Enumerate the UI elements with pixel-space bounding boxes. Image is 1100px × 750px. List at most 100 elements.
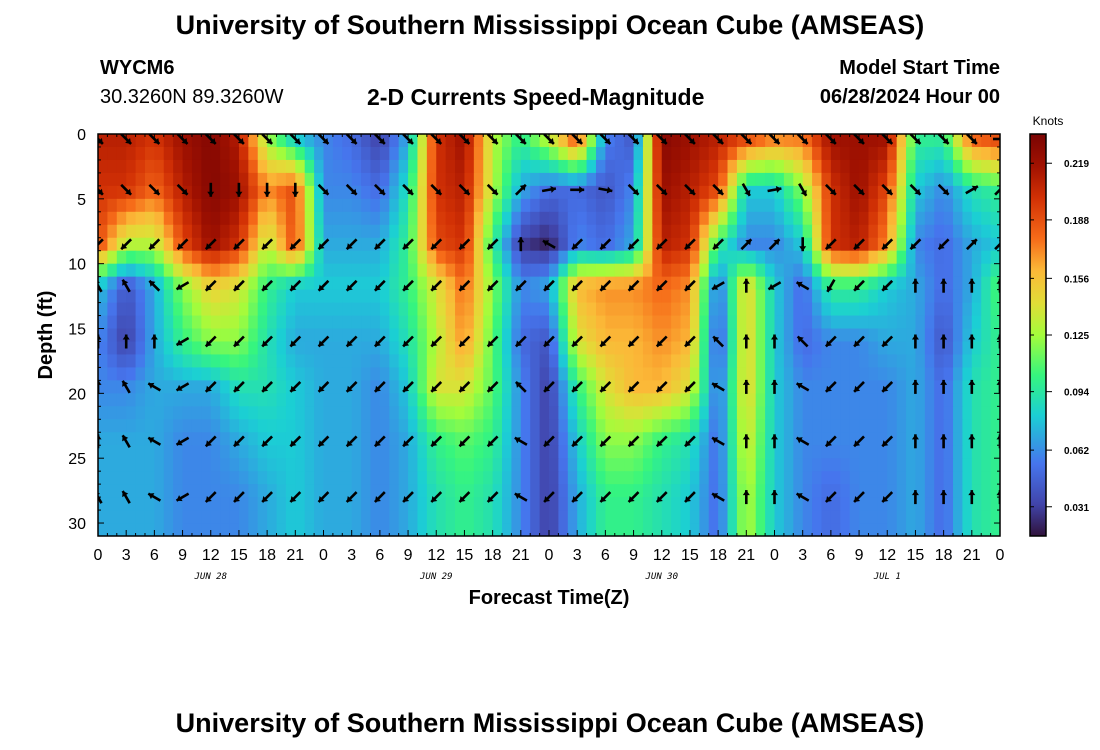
heatmap-cell	[323, 211, 334, 226]
heatmap-cell	[708, 224, 719, 239]
heatmap-cell	[285, 471, 296, 485]
heatmap-cell	[821, 185, 832, 200]
heatmap-cell	[840, 198, 851, 213]
heatmap-cell	[445, 263, 456, 278]
current-vector-shaft	[98, 494, 103, 504]
heatmap-cell	[840, 328, 851, 343]
heatmap-cell	[276, 367, 287, 381]
x-tick-label: 6	[375, 547, 384, 564]
heatmap-cell	[107, 419, 118, 433]
heatmap-cell	[953, 523, 964, 536]
heatmap-cell	[981, 523, 992, 536]
heatmap-cell	[859, 458, 870, 472]
heatmap-cell	[511, 224, 522, 239]
heatmap-cell	[276, 159, 287, 174]
heatmap-cell	[502, 406, 513, 420]
heatmap-cell	[633, 484, 644, 498]
current-vector-head	[262, 340, 269, 347]
heatmap-cell	[896, 445, 907, 459]
heatmap-cell	[746, 276, 757, 291]
current-vector-head	[491, 137, 498, 144]
heatmap-cell	[455, 159, 466, 174]
heatmap-cell	[765, 341, 776, 356]
heatmap-cell	[473, 159, 484, 174]
heatmap-cell	[285, 406, 296, 420]
heatmap-cell	[953, 185, 964, 200]
heatmap-cell	[971, 354, 982, 369]
heatmap-cell	[238, 367, 249, 381]
heatmap-cell	[201, 211, 212, 226]
heatmap-cell	[671, 419, 682, 433]
heatmap-cell	[953, 380, 964, 394]
heatmap-cell	[539, 471, 550, 485]
heatmap-cell	[530, 172, 541, 187]
heatmap-cell	[107, 211, 118, 226]
heatmap-cell	[793, 367, 804, 381]
heatmap-cell	[924, 523, 935, 536]
heatmap-cell	[464, 250, 475, 265]
heatmap-cell	[220, 159, 231, 174]
heatmap-cell	[502, 159, 513, 174]
heatmap-cell	[906, 406, 917, 420]
heatmap-cell	[417, 523, 428, 536]
heatmap-cell	[116, 497, 127, 511]
heatmap-cell	[342, 224, 353, 239]
current-vector-shaft	[994, 242, 1000, 251]
heatmap-cell	[859, 471, 870, 485]
current-vector-head	[773, 239, 780, 246]
current-vector-head	[290, 496, 297, 503]
heatmap-cell	[436, 237, 447, 252]
heatmap-cell	[229, 523, 240, 536]
heatmap-cell	[736, 510, 747, 524]
heatmap-cell	[539, 328, 550, 343]
heatmap-cell	[304, 380, 315, 394]
heatmap-cell	[361, 523, 372, 536]
current-vector-head	[712, 382, 719, 389]
heatmap-cell	[642, 393, 653, 407]
heatmap-cell	[445, 159, 456, 174]
heatmap-cell	[652, 523, 663, 536]
heatmap-cell	[990, 263, 1000, 278]
current-vector-head	[684, 385, 691, 392]
heatmap-cell	[718, 341, 729, 356]
heatmap-cell	[473, 523, 484, 536]
heatmap-cell	[605, 315, 616, 330]
heatmap-cell	[210, 172, 221, 187]
heatmap-cell	[981, 263, 992, 278]
current-vector-head	[825, 440, 832, 447]
heatmap-cell	[708, 211, 719, 226]
heatmap-cell	[746, 445, 757, 459]
heatmap-cell	[511, 134, 522, 148]
heatmap-cell	[116, 380, 127, 394]
heatmap-cell	[332, 497, 343, 511]
heatmap-cell	[370, 380, 381, 394]
heatmap-cell	[661, 328, 672, 343]
heatmap-cell	[201, 159, 212, 174]
heatmap-cell	[689, 406, 700, 420]
heatmap-cell	[887, 445, 898, 459]
heatmap-cell	[492, 185, 503, 200]
heatmap-cell	[614, 406, 625, 420]
heatmap-cell	[520, 159, 531, 174]
current-vector-head	[318, 440, 325, 447]
heatmap-cell	[924, 237, 935, 252]
heatmap-cell	[539, 445, 550, 459]
heatmap-cell	[408, 172, 419, 187]
heatmap-cell	[455, 134, 466, 148]
heatmap-cell	[426, 224, 437, 239]
heatmap-cell	[144, 211, 155, 226]
heatmap-cell	[595, 432, 606, 446]
footer-title: University of Southern Mississippi Ocean…	[175, 708, 925, 738]
heatmap-cell	[793, 419, 804, 433]
heatmap-cell	[370, 419, 381, 433]
heatmap-cell	[915, 289, 926, 304]
heatmap-cell	[370, 497, 381, 511]
heatmap-cell	[248, 406, 259, 420]
heatmap-cell	[98, 146, 108, 161]
heatmap-cell	[558, 134, 569, 148]
heatmap-cell	[304, 315, 315, 330]
heatmap-cell	[436, 198, 447, 213]
heatmap-cell	[295, 172, 306, 187]
heatmap-cell	[971, 445, 982, 459]
heatmap-cell	[483, 471, 494, 485]
